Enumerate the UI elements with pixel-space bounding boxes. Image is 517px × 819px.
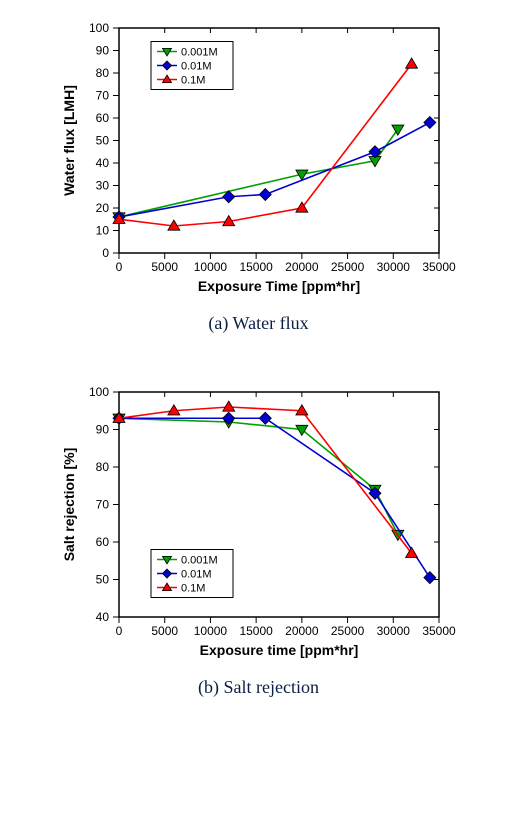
svg-text:0: 0 — [115, 624, 122, 638]
svg-text:25000: 25000 — [330, 260, 364, 274]
svg-text:Exposure time [ppm*hr]: Exposure time [ppm*hr] — [199, 642, 358, 658]
svg-text:0.001M: 0.001M — [181, 47, 218, 59]
svg-text:20000: 20000 — [285, 260, 319, 274]
svg-text:Salt rejection [%]: Salt rejection [%] — [61, 448, 77, 562]
svg-text:Water flux [LMH]: Water flux [LMH] — [61, 85, 77, 196]
svg-text:0.01M: 0.01M — [181, 569, 212, 581]
svg-text:0.1M: 0.1M — [181, 583, 205, 595]
svg-text:20000: 20000 — [285, 624, 319, 638]
svg-text:40: 40 — [95, 610, 109, 624]
svg-text:10: 10 — [95, 224, 109, 238]
svg-text:30000: 30000 — [376, 260, 410, 274]
chart-b-caption: (b) Salt rejection — [198, 677, 319, 698]
chart-a-svg: 0 5000 10000 15000 20000 25000 30000 35000 0 10 20… — [49, 10, 469, 295]
svg-text:40: 40 — [95, 156, 109, 170]
svg-text:5000: 5000 — [151, 260, 178, 274]
svg-text:0: 0 — [115, 260, 122, 274]
svg-text:30: 30 — [95, 179, 109, 193]
svg-text:0.001M: 0.001M — [181, 555, 218, 567]
svg-text:15000: 15000 — [239, 260, 273, 274]
svg-text:Exposure Time [ppm*hr]: Exposure Time [ppm*hr] — [197, 278, 359, 294]
svg-text:80: 80 — [95, 460, 109, 474]
svg-text:60: 60 — [95, 535, 109, 549]
chart-a-block: 0 5000 10000 15000 20000 25000 30000 35000 0 10 20… — [49, 10, 469, 374]
svg-text:90: 90 — [95, 423, 109, 437]
svg-text:0.1M: 0.1M — [181, 75, 205, 87]
svg-text:35000: 35000 — [422, 624, 456, 638]
svg-text:5000: 5000 — [151, 624, 178, 638]
svg-text:90: 90 — [95, 44, 109, 58]
chart-a-caption: (a) Water flux — [208, 313, 308, 334]
svg-text:0.01M: 0.01M — [181, 61, 212, 73]
svg-text:0: 0 — [102, 246, 109, 260]
svg-text:10000: 10000 — [193, 260, 227, 274]
svg-text:80: 80 — [95, 66, 109, 80]
svg-text:15000: 15000 — [239, 624, 273, 638]
svg-text:30000: 30000 — [376, 624, 410, 638]
chart-b-svg: 0 5000 10000 15000 20000 25000 30000 35000 40 50 6… — [49, 374, 469, 659]
svg-text:35000: 35000 — [422, 260, 456, 274]
svg-text:20: 20 — [95, 201, 109, 215]
svg-text:60: 60 — [95, 111, 109, 125]
svg-text:10000: 10000 — [193, 624, 227, 638]
svg-text:100: 100 — [88, 21, 108, 35]
chart-b-block: 0 5000 10000 15000 20000 25000 30000 35000 40 50 6… — [49, 374, 469, 738]
svg-text:50: 50 — [95, 573, 109, 587]
svg-text:100: 100 — [88, 385, 108, 399]
svg-text:25000: 25000 — [330, 624, 364, 638]
svg-text:50: 50 — [95, 134, 109, 148]
svg-text:70: 70 — [95, 498, 109, 512]
svg-text:70: 70 — [95, 89, 109, 103]
